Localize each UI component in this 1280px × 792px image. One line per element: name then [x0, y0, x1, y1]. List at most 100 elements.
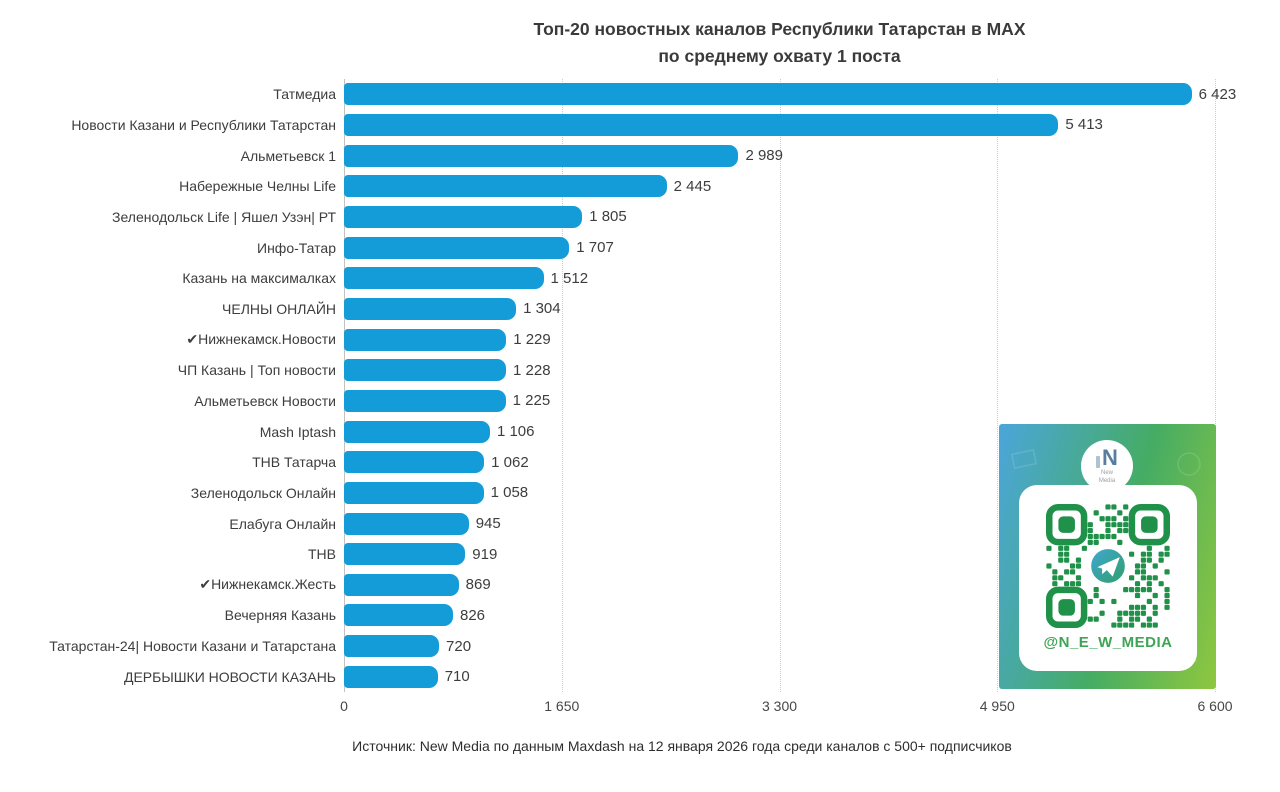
category-label: Татмедиа	[273, 86, 336, 103]
bar-track: 1 229	[344, 324, 1215, 355]
bar-track: 710	[344, 661, 1215, 692]
value-label: 945	[475, 515, 501, 533]
category-label: ТНВ Татарча	[252, 454, 336, 471]
bar-track: 720	[344, 631, 1215, 662]
plot-gridlines	[344, 79, 1216, 692]
gridline	[779, 79, 781, 692]
bar-track: 1 805	[344, 202, 1215, 233]
bar-row: Новости Казани и Республики Татарстан 5 4…	[0, 110, 1215, 141]
value-label: 919	[472, 545, 498, 563]
bar-track: 1 228	[344, 355, 1215, 386]
value-label: 1 512	[550, 269, 589, 287]
qr-panel: @N_E_W_MEDIA	[1019, 485, 1197, 671]
bar	[344, 543, 466, 566]
bar-row: ✔Нижнекамск.Новости 1 229	[0, 324, 1215, 355]
newmedia-logo-mark: N	[1096, 445, 1118, 471]
bar-track: 2 989	[344, 140, 1215, 171]
bar-track: 919	[344, 539, 1215, 570]
category-label: Альметьевск Новости	[194, 392, 336, 409]
logo-caption: New Media	[1099, 470, 1115, 486]
bar-track: 6 423	[344, 79, 1236, 110]
bar-track: 1 304	[344, 294, 1215, 325]
x-tick-label: 3 300	[761, 698, 798, 714]
bar	[344, 205, 583, 228]
logo-letter: N	[1102, 445, 1118, 471]
bar	[344, 328, 507, 351]
bar	[344, 635, 440, 658]
bar	[344, 144, 739, 167]
category-label: Татарстан-24| Новости Казани и Татарстан…	[49, 638, 336, 655]
value-label: 1 304	[523, 300, 561, 318]
bar-track: 1 058	[344, 478, 1215, 509]
value-label: 720	[446, 637, 472, 655]
value-label: 869	[465, 576, 491, 594]
value-label: 2 989	[745, 147, 783, 165]
x-tick-label: 6 600	[1197, 698, 1233, 714]
x-axis-ticks: 0 1 650 3 300 4 950 6 600	[0, 698, 1280, 718]
value-label: 826	[460, 606, 486, 624]
gridline	[1215, 79, 1216, 692]
category-label: Зеленодольск Life | Яшел Узэн| РТ	[112, 208, 336, 225]
category-label: Mash Iptash	[259, 423, 336, 440]
category-label: ✔Нижнекамск.Новости	[186, 331, 336, 348]
value-label: 1 225	[512, 392, 551, 410]
bar-row: Набережные Челны Life 2 445	[0, 171, 1215, 202]
value-label: 710	[444, 668, 470, 686]
bar	[344, 512, 469, 535]
category-label: Новости Казани и Республики Татарстан	[71, 116, 336, 133]
newmedia-logo: N New Media	[1081, 440, 1133, 492]
bar-row: Елабуга Онлайн 945	[0, 508, 1215, 539]
bar-row: ЧП Казань | Топ новости 1 228	[0, 355, 1215, 386]
bar-track: 5 413	[344, 110, 1215, 141]
bar-row: ✔Нижнекамск.Жесть 869	[0, 570, 1215, 601]
bar	[344, 359, 507, 382]
chart-title: Топ-20 новостных каналов Республики Тата…	[344, 16, 1215, 70]
bar-row: Альметьевск 1 2 989	[0, 140, 1215, 171]
value-label: 6 423	[1198, 85, 1237, 103]
bar	[344, 481, 484, 504]
bar	[344, 175, 667, 198]
telegram-handle: @N_E_W_MEDIA	[1043, 634, 1173, 651]
category-label: Вечерняя Казань	[224, 607, 336, 624]
bar	[344, 573, 459, 596]
bar-row: ТНВ 919	[0, 539, 1215, 570]
bar	[344, 236, 570, 259]
y-axis-line	[344, 79, 345, 692]
category-label: Казань на максималках	[182, 270, 336, 287]
gridline	[997, 79, 999, 692]
value-label: 1 106	[496, 423, 535, 441]
bar-track: 945	[344, 508, 1215, 539]
bar-row: Казань на максималках 1 512	[0, 263, 1215, 294]
bar-row: Mash Iptash 1 106	[0, 416, 1215, 447]
category-label: ЧЕЛНЫ ОНЛАЙН	[222, 300, 336, 317]
bar-track: 1 225	[344, 386, 1215, 417]
category-label: Набережные Челны Life	[179, 178, 336, 195]
category-label: ЧП Казань | Топ новости	[177, 362, 336, 379]
value-label: 1 228	[513, 361, 551, 379]
bar-track: 826	[344, 600, 1215, 631]
value-label: 1 805	[589, 208, 627, 226]
bar	[344, 83, 1192, 106]
category-label: Инфо-Татар	[257, 239, 336, 256]
bar-row: Зеленодольск Онлайн 1 058	[0, 478, 1215, 509]
value-label: 1 229	[513, 331, 551, 349]
logo-accent-bar	[1096, 456, 1101, 469]
bar-rows: Татмедиа 6 423 Новости Казани и Республики…	[0, 79, 1236, 692]
logo-caption-line2: Media	[1098, 478, 1116, 484]
category-label: Зеленодольск Онлайн	[190, 484, 336, 501]
category-label: Альметьевск 1	[240, 147, 336, 164]
bar	[344, 604, 453, 627]
logo-caption-line1: New	[1100, 470, 1113, 477]
category-label: Елабуга Онлайн	[229, 515, 336, 532]
bar-row: Инфо-Татар 1 707	[0, 232, 1215, 263]
bar-row: Татарстан-24| Новости Казани и Татарстан…	[0, 631, 1215, 662]
x-tick-label: 4 950	[979, 698, 1015, 714]
x-tick-label: 1 650	[544, 698, 580, 714]
value-label: 1 707	[576, 239, 614, 257]
bar	[344, 267, 544, 290]
value-label: 1 062	[491, 453, 529, 471]
bar-track: 869	[344, 570, 1215, 601]
category-label: ДЕРБЫШКИ НОВОСТИ КАЗАНЬ	[123, 668, 336, 685]
promo-card: N New Media @N_E_W_MEDIA	[999, 424, 1216, 689]
